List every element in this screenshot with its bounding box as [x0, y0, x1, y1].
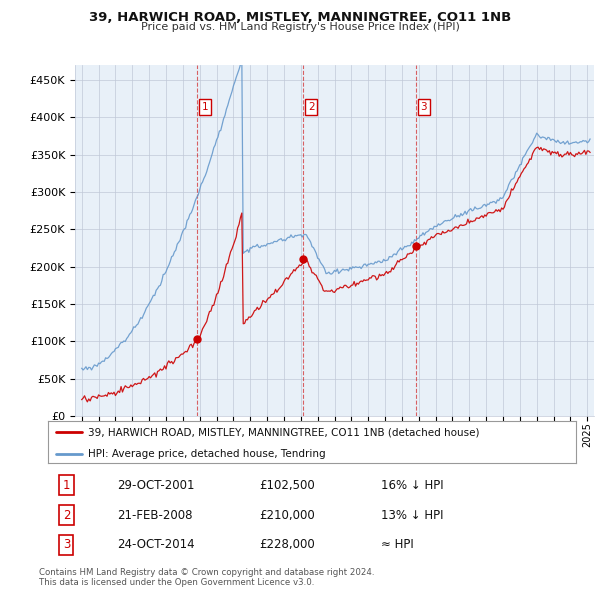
Text: 39, HARWICH ROAD, MISTLEY, MANNINGTREE, CO11 1NB (detached house): 39, HARWICH ROAD, MISTLEY, MANNINGTREE, …: [88, 427, 479, 437]
Text: 21-FEB-2008: 21-FEB-2008: [116, 509, 192, 522]
Text: 1: 1: [202, 102, 209, 112]
Text: 13% ↓ HPI: 13% ↓ HPI: [380, 509, 443, 522]
Text: 39, HARWICH ROAD, MISTLEY, MANNINGTREE, CO11 1NB: 39, HARWICH ROAD, MISTLEY, MANNINGTREE, …: [89, 11, 511, 24]
Text: 16% ↓ HPI: 16% ↓ HPI: [380, 478, 443, 491]
Text: 3: 3: [63, 539, 70, 552]
Text: £228,000: £228,000: [259, 539, 315, 552]
Text: HPI: Average price, detached house, Tendring: HPI: Average price, detached house, Tend…: [88, 449, 325, 459]
Text: £102,500: £102,500: [259, 478, 315, 491]
Text: 2: 2: [63, 509, 70, 522]
Text: 29-OCT-2001: 29-OCT-2001: [116, 478, 194, 491]
Text: Price paid vs. HM Land Registry's House Price Index (HPI): Price paid vs. HM Land Registry's House …: [140, 22, 460, 32]
Text: Contains HM Land Registry data © Crown copyright and database right 2024.: Contains HM Land Registry data © Crown c…: [39, 568, 374, 576]
Text: This data is licensed under the Open Government Licence v3.0.: This data is licensed under the Open Gov…: [39, 578, 314, 587]
Text: 3: 3: [421, 102, 427, 112]
Text: 2: 2: [308, 102, 314, 112]
Text: 1: 1: [63, 478, 70, 491]
Text: £210,000: £210,000: [259, 509, 315, 522]
Text: ≈ HPI: ≈ HPI: [380, 539, 413, 552]
Text: 24-OCT-2014: 24-OCT-2014: [116, 539, 194, 552]
